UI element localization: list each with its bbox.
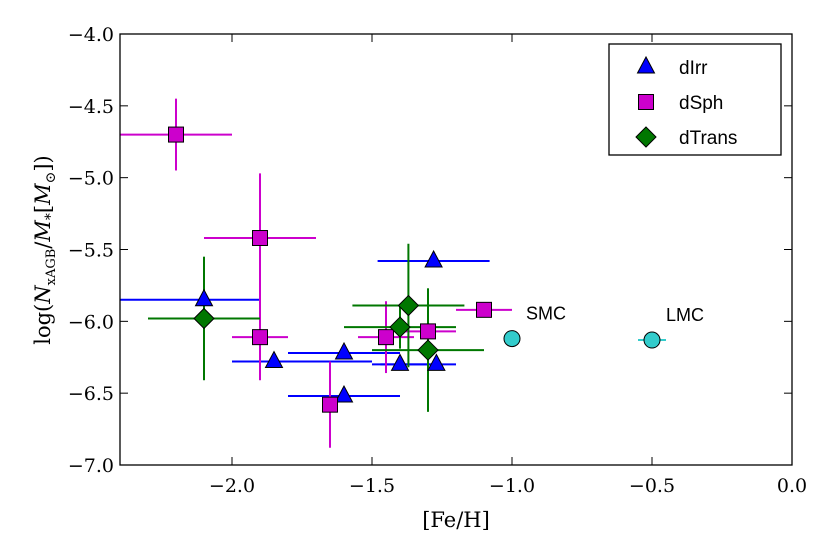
y-tick-label: −6.0 bbox=[68, 311, 114, 333]
legend-marker-dsph bbox=[638, 94, 654, 110]
y-tick-label: −7.0 bbox=[68, 455, 114, 477]
y-tick-label: −5.5 bbox=[68, 240, 114, 262]
annotations-layer: SMC LMC bbox=[526, 304, 704, 325]
data-point-triangle-1 bbox=[264, 350, 284, 369]
legend-marker-dtrans bbox=[635, 126, 657, 148]
data-point-triangle-6 bbox=[427, 353, 446, 371]
data-point-circle-0 bbox=[503, 330, 521, 348]
data-point-circle-1 bbox=[643, 331, 661, 349]
legend-label-dtrans: dTrans bbox=[679, 128, 737, 149]
data-point-triangle-5 bbox=[424, 249, 443, 268]
data-point-triangle-2 bbox=[334, 341, 354, 360]
y-tick-label: −5.0 bbox=[68, 168, 114, 190]
x-tick-label: −1.0 bbox=[489, 475, 535, 497]
data-point-triangle-4 bbox=[390, 353, 410, 371]
x-tick-label: −2.0 bbox=[209, 475, 255, 497]
data-point-square-3 bbox=[322, 396, 338, 413]
data-point-square-4 bbox=[378, 329, 394, 346]
data-point-triangle-3 bbox=[334, 384, 354, 403]
x-tick-label: −0.5 bbox=[629, 475, 675, 497]
ticks-layer bbox=[120, 33, 793, 466]
point-label-lmc: LMC bbox=[666, 305, 704, 325]
y-tick-label: −6.5 bbox=[68, 383, 114, 405]
data-point-diamond-1 bbox=[389, 316, 411, 338]
data-point-diamond-2 bbox=[397, 294, 420, 317]
legend: dIrr dSph dTrans bbox=[608, 43, 782, 156]
data-point-square-1 bbox=[252, 230, 268, 247]
y-tick-label: −4.0 bbox=[68, 24, 114, 46]
x-tick-label: 0.0 bbox=[777, 475, 807, 497]
data-point-square-6 bbox=[476, 301, 492, 318]
x-axis-label: [Fe/H] bbox=[422, 508, 490, 532]
legend-label-dirr: dIrr bbox=[679, 58, 708, 79]
x-tick-label: −1.5 bbox=[349, 475, 395, 497]
y-tick-label: −4.5 bbox=[68, 96, 114, 118]
y-axis-label: log(NxAGB/M*[M⊙]) bbox=[31, 155, 59, 345]
data-point-triangle-0 bbox=[194, 288, 214, 307]
tick-labels-layer: −2.0 −1.5 −1.0 −0.5 0.0 −7.0 −6.5 −6.0 −5.5 −5.0 −… bbox=[68, 24, 807, 497]
data-point-square-5 bbox=[420, 323, 436, 340]
data-point-square-0 bbox=[168, 126, 184, 143]
markers-layer bbox=[168, 126, 661, 413]
legend-marker-dirr bbox=[636, 55, 656, 74]
data-point-diamond-0 bbox=[193, 307, 215, 330]
data-point-square-2 bbox=[252, 329, 268, 346]
point-label-smc: SMC bbox=[526, 304, 566, 324]
data-point-diamond-3 bbox=[417, 339, 439, 361]
legend-label-dsph: dSph bbox=[679, 93, 723, 114]
error-bars-layer bbox=[120, 98, 666, 448]
